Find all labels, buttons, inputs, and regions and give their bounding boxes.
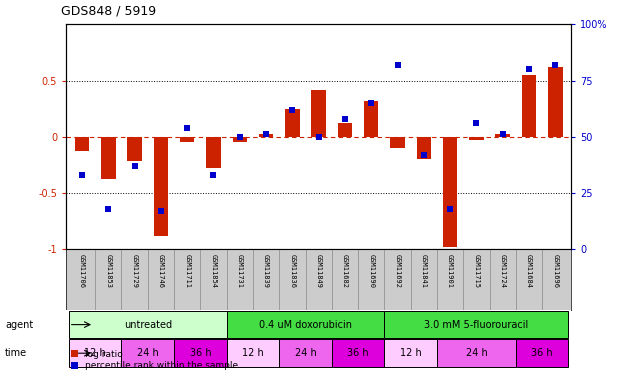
Text: 24 h: 24 h <box>137 348 158 358</box>
Bar <box>416 137 431 159</box>
Text: 24 h: 24 h <box>295 348 316 358</box>
Point <box>471 120 481 126</box>
Bar <box>233 137 247 142</box>
Text: GSM11731: GSM11731 <box>237 254 243 288</box>
Bar <box>180 137 194 142</box>
Legend: log ratio, percentile rank within the sample: log ratio, percentile rank within the sa… <box>71 350 239 370</box>
Text: 36 h: 36 h <box>347 348 369 358</box>
Text: GSM11854: GSM11854 <box>211 254 216 288</box>
Bar <box>206 137 221 168</box>
Point <box>182 125 192 131</box>
Bar <box>437 339 516 367</box>
Text: GSM11841: GSM11841 <box>421 254 427 288</box>
Bar <box>391 137 404 148</box>
Text: GSM11706: GSM11706 <box>79 254 85 288</box>
Text: agent: agent <box>5 320 33 330</box>
Bar <box>495 135 510 137</box>
Text: GSM11836: GSM11836 <box>290 254 295 288</box>
Bar <box>443 137 457 247</box>
Point <box>340 116 350 122</box>
Text: 36 h: 36 h <box>531 348 553 358</box>
Text: GSM11715: GSM11715 <box>473 254 480 288</box>
Point <box>314 134 324 140</box>
Bar <box>101 137 115 179</box>
Point <box>77 172 87 178</box>
Bar <box>69 339 121 367</box>
Text: 12 h: 12 h <box>242 348 264 358</box>
Text: GSM11729: GSM11729 <box>132 254 138 288</box>
Bar <box>174 339 227 367</box>
Bar <box>364 101 379 137</box>
Text: time: time <box>5 348 27 358</box>
Point <box>524 66 534 72</box>
Point <box>366 100 376 106</box>
Bar <box>312 90 326 137</box>
Text: GSM11853: GSM11853 <box>105 254 111 288</box>
Bar <box>338 123 352 137</box>
Bar <box>227 311 384 338</box>
Bar <box>384 339 437 367</box>
Text: GDS848 / 5919: GDS848 / 5919 <box>61 4 156 17</box>
Bar <box>259 135 273 137</box>
Text: 0.4 uM doxorubicin: 0.4 uM doxorubicin <box>259 320 352 330</box>
Text: 12 h: 12 h <box>400 348 422 358</box>
Bar <box>548 67 562 137</box>
Bar <box>75 137 89 151</box>
Bar <box>332 339 384 367</box>
Bar <box>121 339 174 367</box>
Point <box>498 132 508 138</box>
Text: 3.0 mM 5-fluorouracil: 3.0 mM 5-fluorouracil <box>424 320 529 330</box>
Point <box>129 163 139 169</box>
Point <box>445 206 455 212</box>
Text: untreated: untreated <box>124 320 172 330</box>
Bar <box>127 137 142 161</box>
Point <box>261 132 271 138</box>
Text: 24 h: 24 h <box>466 348 487 358</box>
Point <box>287 107 297 113</box>
Bar <box>227 339 280 367</box>
Point <box>392 62 403 68</box>
Bar <box>516 339 569 367</box>
Text: GSM11849: GSM11849 <box>316 254 322 288</box>
Bar <box>384 311 569 338</box>
Text: GSM11746: GSM11746 <box>158 254 164 288</box>
Text: GSM11724: GSM11724 <box>500 254 505 288</box>
Point <box>550 62 560 68</box>
Text: 36 h: 36 h <box>189 348 211 358</box>
Text: GSM11684: GSM11684 <box>526 254 532 288</box>
Text: 12 h: 12 h <box>85 348 106 358</box>
Bar <box>279 339 332 367</box>
Point <box>419 152 429 157</box>
Text: GSM11692: GSM11692 <box>394 254 401 288</box>
Bar <box>69 311 227 338</box>
Point <box>103 206 114 212</box>
Text: GSM11839: GSM11839 <box>263 254 269 288</box>
Bar <box>285 109 300 137</box>
Point <box>235 134 245 140</box>
Text: GSM11682: GSM11682 <box>342 254 348 288</box>
Point <box>156 208 166 214</box>
Bar <box>522 75 536 137</box>
Text: GSM11901: GSM11901 <box>447 254 453 288</box>
Point <box>208 172 218 178</box>
Bar <box>469 137 483 140</box>
Text: GSM11690: GSM11690 <box>369 254 374 288</box>
Text: GSM11696: GSM11696 <box>552 254 558 288</box>
Bar <box>154 137 168 236</box>
Text: GSM11711: GSM11711 <box>184 254 190 288</box>
